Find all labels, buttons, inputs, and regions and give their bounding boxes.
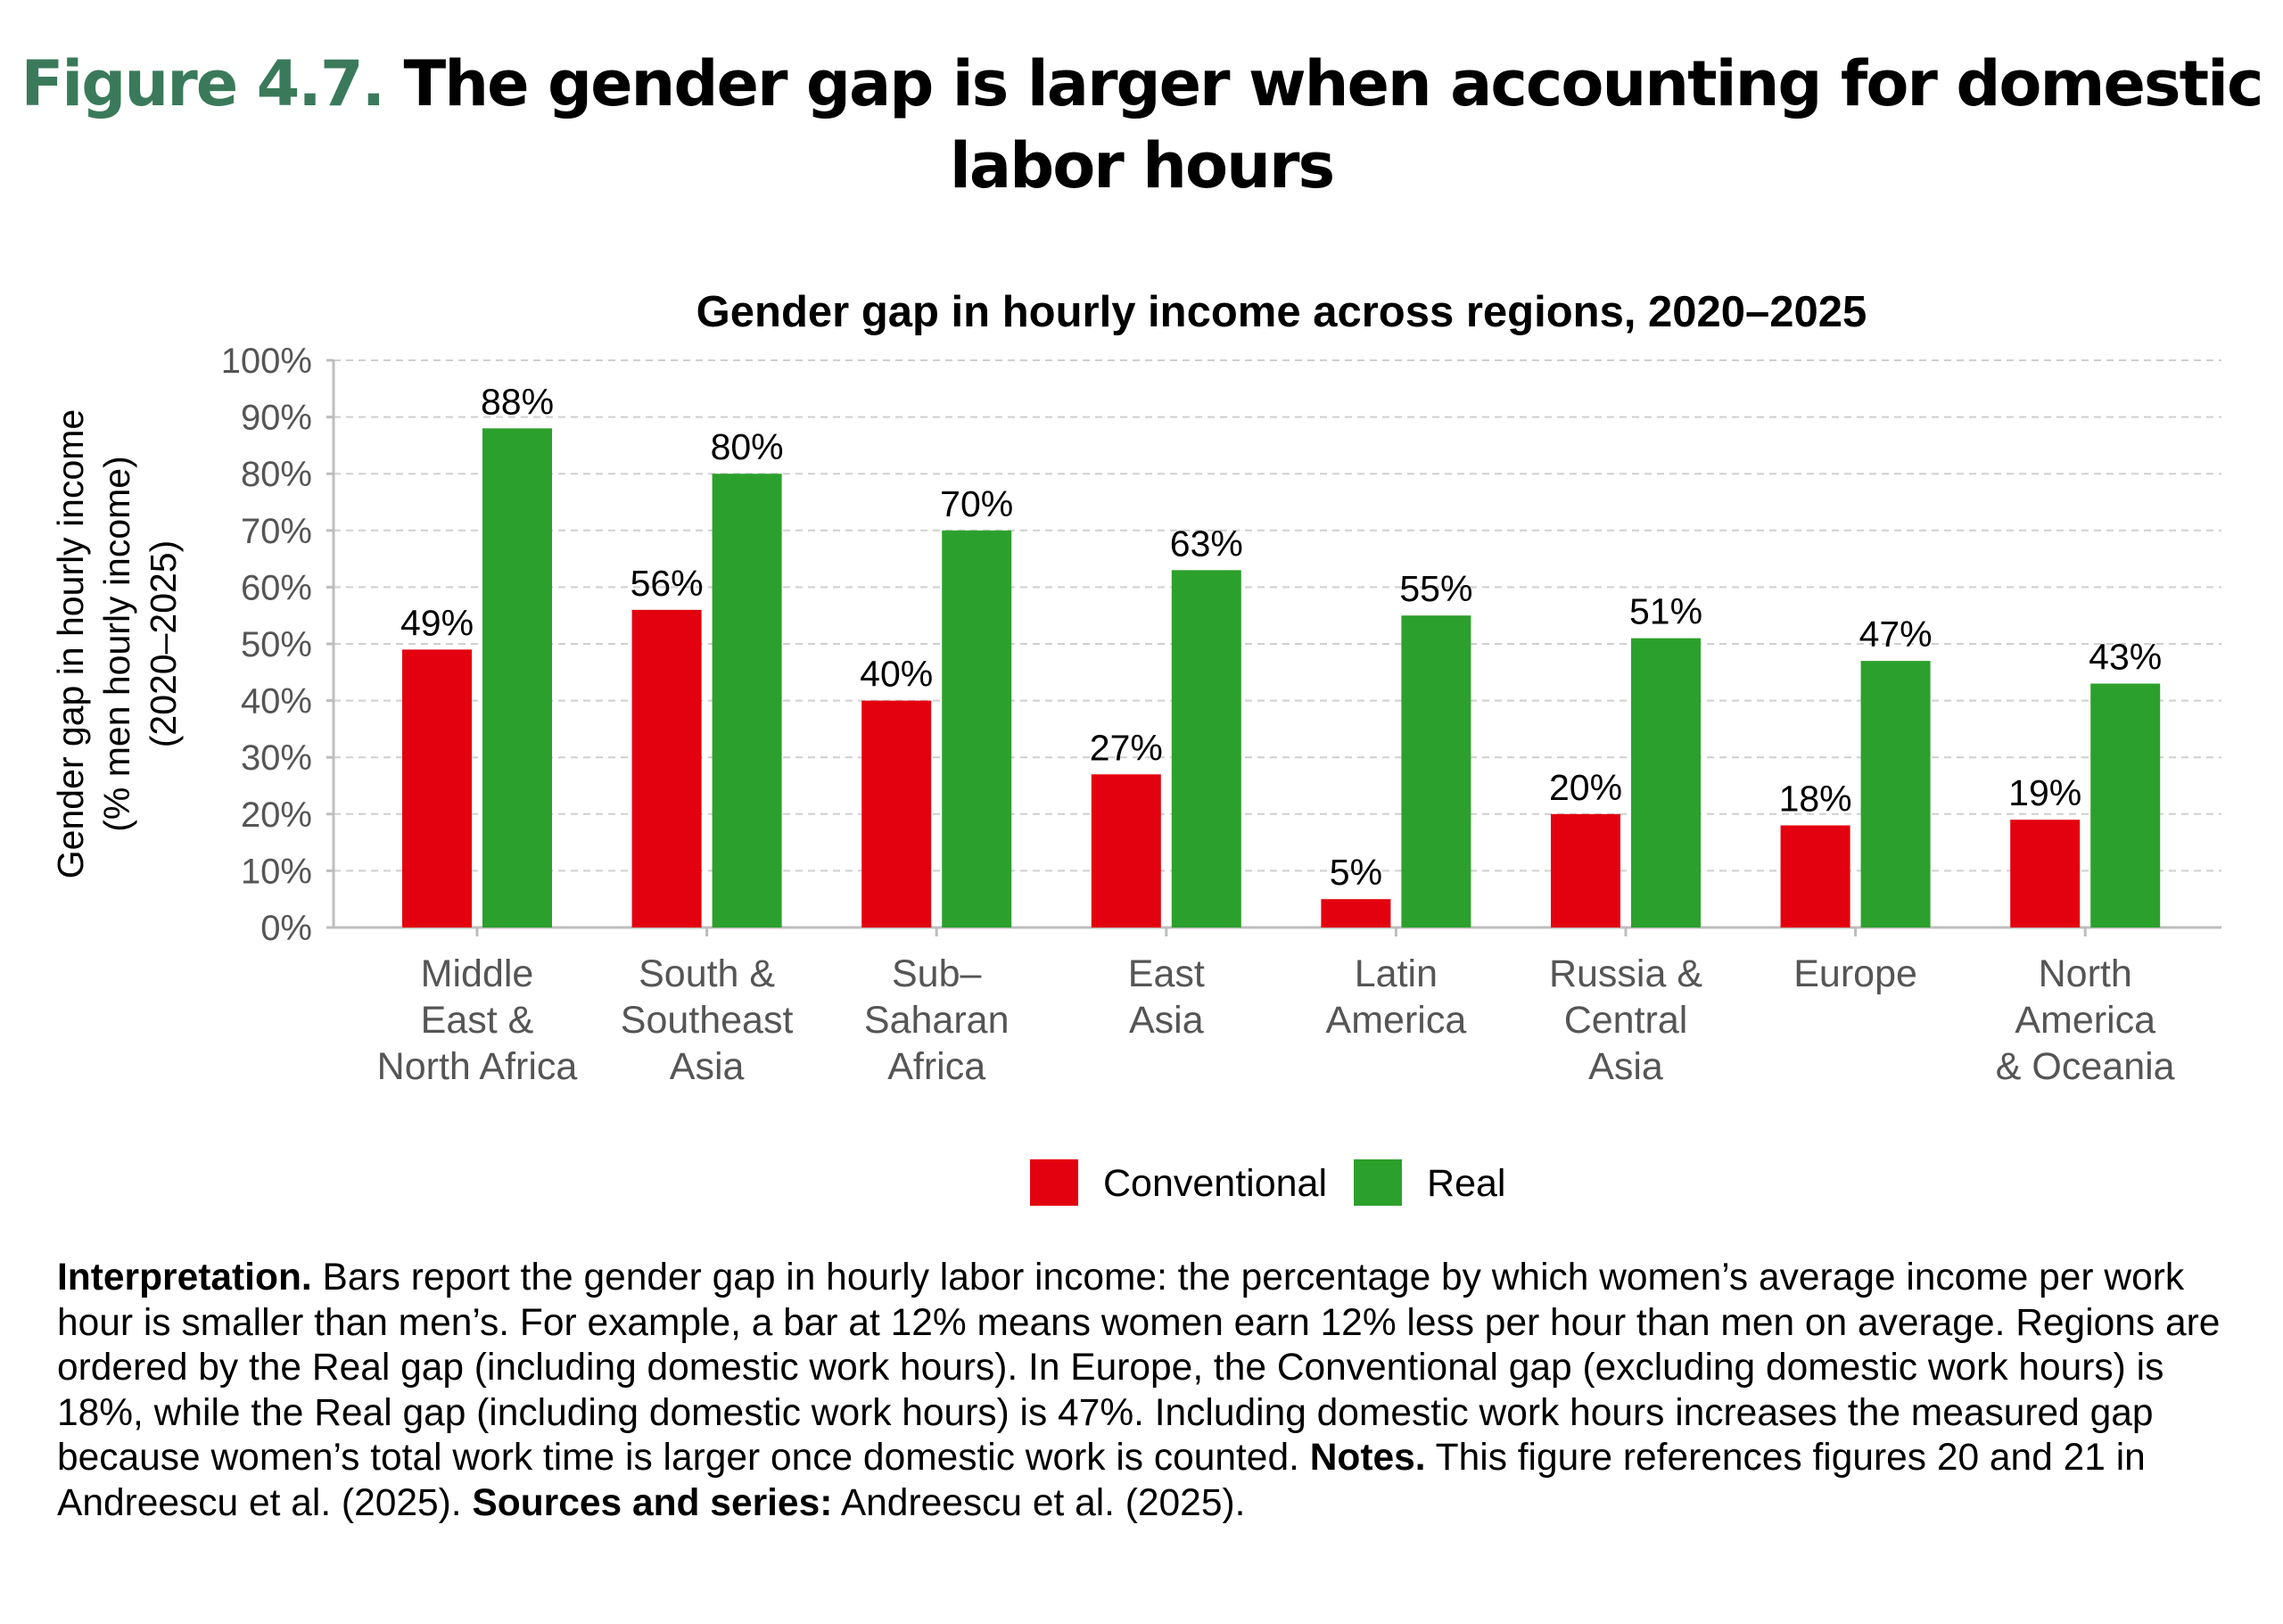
x-tick-label: Africa (887, 1045, 985, 1088)
chart-title: Gender gap in hourly income across regio… (696, 288, 1867, 336)
data-label: 40% (860, 654, 933, 695)
x-tick-label: Russia & (1549, 952, 1702, 995)
data-label: 43% (2089, 637, 2162, 678)
bar-conventional (861, 700, 932, 927)
x-tick-label: North (2039, 952, 2132, 995)
interpretation-notes: Interpretation. Bars report the gender g… (57, 1256, 2233, 1526)
x-tick-label: Central (1564, 999, 1688, 1042)
data-label: 55% (1399, 568, 1472, 609)
x-tick-label: Latin (1355, 952, 1438, 995)
x-tick-label: East & (421, 999, 534, 1042)
bar-real (1171, 570, 1241, 927)
notes-text: This figure references figures 20 and 21… (57, 1437, 2146, 1524)
x-tick-label: Asia (1129, 999, 1204, 1042)
bar-conventional (2010, 820, 2081, 927)
bar-conventional (631, 609, 702, 927)
data-label: 88% (481, 381, 554, 422)
data-label: 27% (1090, 727, 1163, 768)
data-label: 18% (1779, 779, 1852, 820)
y-tick-label: 80% (241, 455, 312, 494)
y-tick-label: 10% (241, 852, 312, 891)
bar-conventional (1321, 899, 1391, 927)
x-tick-label: Sub– (892, 952, 982, 995)
x-tick-label: Europe (1793, 952, 1917, 995)
figure-title: Figure 4.7. The gender gap is larger whe… (0, 43, 2283, 207)
y-tick-label: 40% (241, 682, 312, 721)
y-tick-label: 90% (241, 399, 312, 438)
legend-label-real: Real (1427, 1162, 1505, 1205)
bar-chart: Gender gap in hourly income across regio… (50, 288, 2221, 1206)
bar-conventional (1551, 813, 1620, 927)
figure-title-text: The gender gap is larger when accounting… (403, 47, 2264, 202)
data-label: 56% (631, 563, 704, 604)
bar-conventional (1091, 774, 1161, 927)
bar-real (482, 428, 552, 927)
sources-text: Andreescu et al. (2025). (832, 1481, 1246, 1524)
data-label: 47% (1859, 614, 1933, 655)
x-tick-label: America (2015, 999, 2155, 1042)
bar-real (1631, 638, 1701, 927)
data-label: 51% (1629, 591, 1702, 632)
y-tick-label: 70% (241, 512, 312, 551)
legend-swatch-real (1354, 1159, 1403, 1206)
x-tick-label: North Africa (377, 1045, 578, 1088)
interpretation-text: Bars report the gender gap in hourly lab… (57, 1257, 2221, 1479)
x-tick-label: Saharan (864, 999, 1010, 1042)
legend-swatch-conventional (1030, 1159, 1078, 1206)
data-label: 49% (400, 602, 474, 643)
y-tick-label: 0% (260, 909, 312, 948)
data-label: 63% (1170, 523, 1243, 564)
x-tick-label: Asia (670, 1045, 745, 1088)
bar-real (942, 530, 1012, 927)
x-tick-label: & Oceania (1996, 1045, 2175, 1088)
x-tick-label: Southeast (621, 999, 794, 1042)
y-axis-label: (% men hourly income) (96, 456, 137, 832)
bar-conventional (402, 649, 472, 927)
data-label: 70% (940, 483, 1013, 524)
y-tick-label: 100% (221, 342, 312, 381)
x-tick-label: Middle (421, 952, 534, 995)
bar-real (1860, 661, 1931, 927)
bar-real (2090, 683, 2161, 927)
data-label: 20% (1549, 767, 1622, 808)
y-tick-label: 20% (241, 796, 312, 835)
data-label: 5% (1330, 852, 1382, 893)
y-tick-label: 50% (241, 625, 312, 664)
x-tick-label: America (1326, 999, 1467, 1042)
bar-conventional (1780, 825, 1850, 927)
bar-real (712, 474, 782, 927)
y-axis-label: (2020–2025) (143, 540, 184, 748)
data-label: 80% (711, 426, 784, 467)
y-tick-label: 60% (241, 568, 312, 607)
data-label: 19% (2008, 772, 2081, 813)
y-axis-label: Gender gap in hourly income (50, 409, 91, 878)
x-tick-label: Asia (1588, 1045, 1663, 1088)
notes-label: Notes. (1298, 1437, 1426, 1479)
interpretation-label: Interpretation. (57, 1257, 312, 1298)
x-tick-label: South & (639, 952, 775, 995)
legend-label-conventional: Conventional (1103, 1162, 1327, 1205)
sources-label: Sources and series: (461, 1481, 833, 1524)
x-tick-label: East (1128, 952, 1205, 995)
bar-real (1401, 615, 1471, 927)
y-tick-label: 30% (241, 738, 312, 778)
figure-number: Figure 4.7. (21, 47, 385, 120)
